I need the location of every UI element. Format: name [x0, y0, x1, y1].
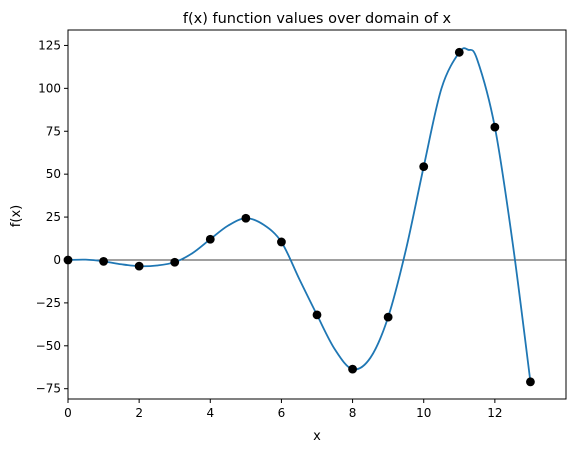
x-tick-label: 4: [206, 406, 214, 420]
data-point: [277, 237, 286, 247]
data-point: [490, 122, 500, 132]
y-tick-label: 125: [38, 38, 61, 52]
y-tick-label: 50: [46, 167, 61, 181]
data-point: [170, 257, 180, 267]
data-point: [134, 261, 144, 271]
y-tick-label: 75: [46, 124, 61, 138]
data-point: [454, 47, 464, 57]
y-tick-label: 100: [38, 81, 61, 95]
plot-area: [63, 47, 566, 387]
x-tick-label: 6: [278, 406, 286, 420]
data-point: [419, 162, 429, 172]
x-tick-label: 2: [135, 406, 143, 420]
y-tick-label: 25: [46, 210, 61, 224]
x-axis-label: x: [313, 429, 321, 444]
data-point: [348, 364, 357, 374]
y-axis-label: f(x): [9, 205, 24, 227]
y-tick-label: −75: [36, 382, 61, 396]
y-tick-label: −25: [36, 296, 61, 310]
function-curve: [67, 47, 532, 382]
data-point: [99, 256, 108, 266]
data-point: [526, 377, 535, 387]
y-tick-label: −50: [36, 339, 61, 353]
x-tick-label: 12: [487, 406, 502, 420]
axes: 0 2 4 6 8 10 12 −75 −50 −25 0 25 50 75 100 125: [36, 29, 567, 420]
y-tick-label: 0: [53, 253, 61, 267]
x-tick-label: 0: [64, 406, 72, 420]
data-point: [241, 213, 251, 223]
data-point: [383, 312, 393, 322]
chart-title: f(x) function values over domain of x: [183, 11, 452, 27]
data-point: [312, 310, 322, 320]
x-tick-label: 8: [349, 406, 357, 420]
x-tick-label: 10: [416, 406, 431, 420]
axes-frame: [67, 29, 567, 400]
data-point: [205, 234, 215, 244]
